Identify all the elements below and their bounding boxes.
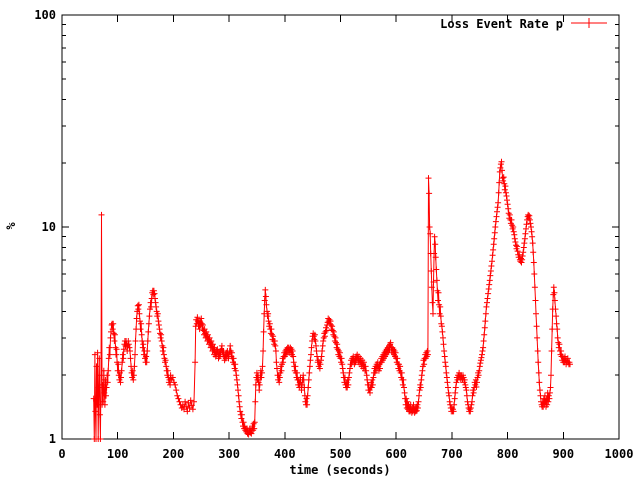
x-tick-label: 600: [385, 447, 407, 461]
axis-ticks: [61, 14, 620, 440]
x-tick-label: 900: [552, 447, 574, 461]
x-tick-label: 300: [218, 447, 240, 461]
y-tick-label: 10: [42, 220, 56, 234]
y-tick-label: 1: [49, 432, 56, 446]
x-tick-label: 800: [497, 447, 519, 461]
x-tick-label: 0: [58, 447, 65, 461]
x-tick-label: 100: [107, 447, 129, 461]
legend-label: Loss Event Rate p: [440, 17, 563, 31]
plot-frame: [61, 14, 620, 440]
x-axis-title: time (seconds): [289, 463, 390, 477]
series-plus-markers: [90, 158, 573, 442]
x-tick-label: 1000: [605, 447, 634, 461]
legend-line-sample: [571, 18, 607, 28]
generated-plot-layers: 0 100 200 300 400 500 600 700 800 900 1000 1 10 100: [34, 8, 633, 461]
x-tick-label: 700: [441, 447, 463, 461]
y-axis-title: %: [4, 222, 18, 230]
x-tick-label: 200: [163, 447, 185, 461]
x-tick-label: 500: [330, 447, 352, 461]
x-tick-label: 400: [274, 447, 296, 461]
y-tick-label: 100: [34, 8, 56, 22]
